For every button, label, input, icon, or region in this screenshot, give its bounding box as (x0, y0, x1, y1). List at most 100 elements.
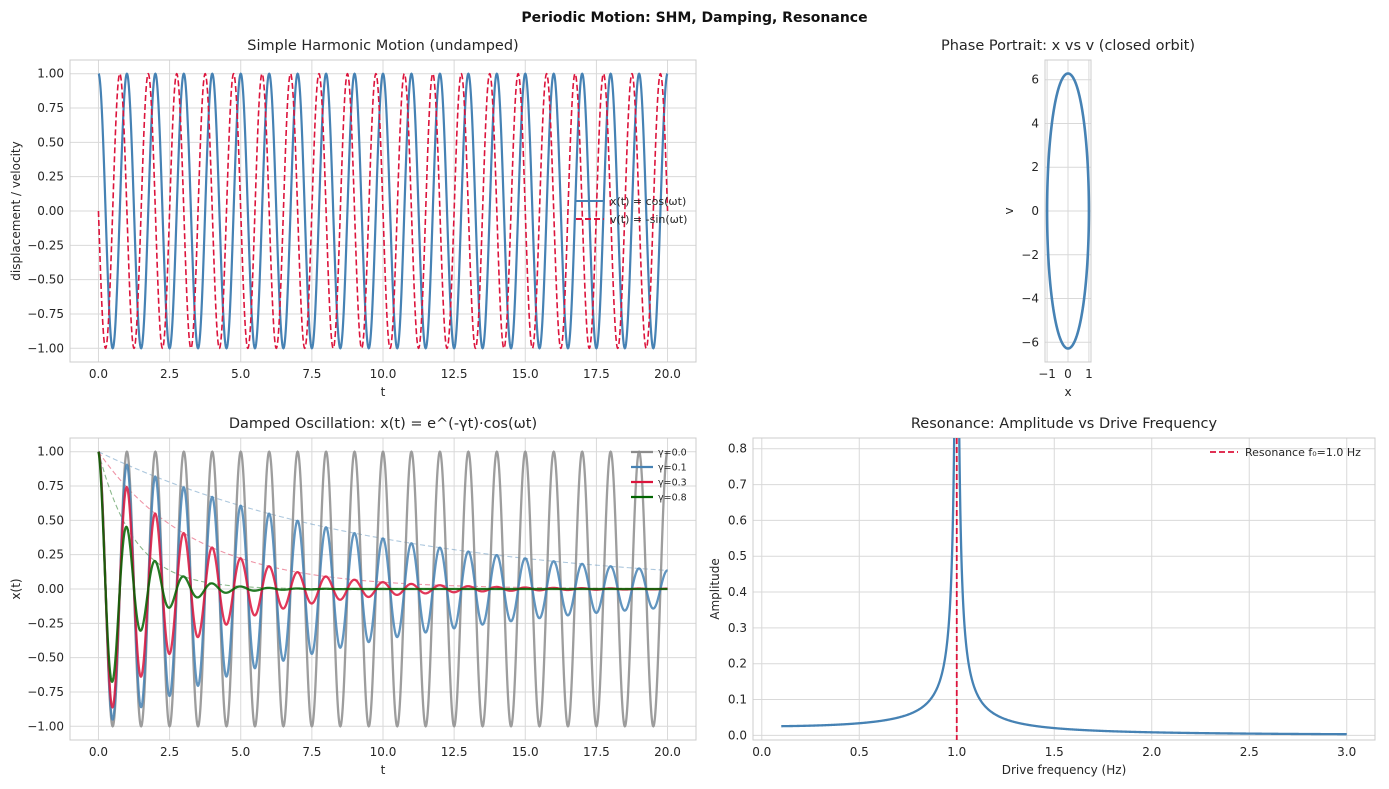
axes-frame (69, 59, 697, 363)
y-tick-label: 0.25 (37, 170, 64, 184)
legend-label: x(t) = cos(ωt) (610, 195, 686, 208)
amplitude-curve (781, 438, 1347, 736)
x-tick-label: 2.5 (160, 745, 179, 759)
y-axis-label: v (1002, 207, 1016, 214)
y-tick-label: 0 (1031, 204, 1039, 218)
panel-title: Phase Portrait: x vs v (closed orbit) (941, 38, 1195, 54)
y-tick-label: 0.4 (728, 585, 747, 599)
panel-title: Resonance: Amplitude vs Drive Frequency (911, 416, 1218, 432)
x-tick-label: 0.0 (752, 745, 771, 759)
y-tick-label: 0.7 (728, 478, 747, 492)
y-axis-label: Amplitude (708, 558, 722, 620)
x-tick-label: 10.0 (370, 367, 397, 381)
panel-resonance: 0.0 0.5 1.0 1.5 2.0 2.5 3.0 0.0 0.1 0.2 0.3 0.4 0.5 0… (708, 416, 1376, 777)
axes-frame (69, 437, 697, 741)
x-tick-label: 1.0 (947, 745, 966, 759)
x-tick-label: 5.0 (231, 745, 250, 759)
x-tick-label: 20.0 (654, 745, 681, 759)
y-tick-label: −0.50 (27, 651, 64, 665)
x-tick-label: 1 (1085, 367, 1093, 381)
y-tick-label: −6 (1021, 335, 1039, 349)
series-line-displacement (97, 72, 669, 350)
legend-label: γ=0.8 (658, 493, 687, 504)
x-tick-label: 10.0 (370, 745, 397, 759)
x-tick-label: −1 (1038, 367, 1056, 381)
y-axis-label: x(t) (9, 578, 23, 599)
x-tick-label: 17.5 (583, 367, 610, 381)
panel-title: Damped Oscillation: x(t) = e^(-γt)·cos(ω… (229, 416, 537, 432)
plot-area (781, 438, 1347, 740)
x-tick-label: 0 (1064, 367, 1072, 381)
y-tick-label: 0.2 (728, 657, 747, 671)
panel-title: Simple Harmonic Motion (undamped) (247, 38, 518, 54)
x-tick-label: 0.5 (850, 745, 869, 759)
axes-frame (752, 437, 1376, 741)
y-tick-label: 4 (1031, 116, 1039, 130)
x-axis-label: t (381, 763, 386, 777)
y-tick-label: −0.50 (27, 273, 64, 287)
x-tick-label: 0.0 (89, 745, 108, 759)
x-tick-label: 17.5 (583, 745, 610, 759)
x-tick-label: 12.5 (441, 367, 468, 381)
plot-area (97, 72, 669, 350)
x-tick-label: 1.5 (1045, 745, 1064, 759)
y-tick-label: 1.00 (37, 67, 64, 81)
figure-title: Periodic Motion: SHM, Damping, Resonance (521, 10, 867, 26)
x-axis-label: x (1064, 385, 1071, 399)
plot-area (1045, 72, 1091, 350)
y-tick-label: 0.1 (728, 693, 747, 707)
y-tick-label: 0.6 (728, 513, 747, 527)
y-tick-label: −2 (1021, 248, 1039, 262)
x-tick-label: 12.5 (441, 745, 468, 759)
y-tick-label: 2 (1031, 160, 1039, 174)
x-tick-label: 5.0 (231, 367, 250, 381)
y-tick-label: −4 (1021, 292, 1039, 306)
x-tick-label: 15.0 (512, 745, 539, 759)
series-line-gamma (97, 451, 668, 683)
x-tick-label: 2.5 (1240, 745, 1259, 759)
y-tick-label: 0.00 (37, 582, 64, 596)
y-tick-label: 0.8 (728, 442, 747, 456)
x-tick-label: 20.0 (654, 367, 681, 381)
y-tick-label: 0.0 (728, 728, 747, 742)
y-tick-label: 6 (1031, 73, 1039, 87)
y-tick-label: 0.25 (37, 548, 64, 562)
phase-orbit (1045, 72, 1091, 350)
legend-label: γ=0.3 (658, 478, 687, 489)
y-tick-label: −0.25 (27, 616, 64, 630)
x-tick-label: 7.5 (302, 745, 321, 759)
y-tick-label: 0.75 (37, 479, 64, 493)
y-tick-label: −1.00 (27, 719, 64, 733)
y-tick-label: 0.3 (728, 621, 747, 635)
series-line-gamma (97, 451, 668, 721)
y-tick-label: 1.00 (37, 445, 64, 459)
x-tick-label: 2.5 (160, 367, 179, 381)
x-tick-label: 0.0 (89, 367, 108, 381)
y-tick-label: −0.75 (27, 307, 64, 321)
panel-shm: 0.0 2.5 5.0 7.5 10.0 12.5 15.0 17.5 20.0 −1.00 −0.… (9, 38, 697, 399)
axes-frame (1044, 59, 1092, 363)
x-axis-label: t (381, 385, 386, 399)
x-tick-label: 15.0 (512, 367, 539, 381)
y-tick-label: 0.50 (37, 513, 64, 527)
plot-area (97, 450, 669, 728)
legend-label: Resonance f₀=1.0 Hz (1245, 446, 1361, 459)
y-tick-label: 0.5 (728, 549, 747, 563)
y-tick-label: 0.50 (37, 135, 64, 149)
x-tick-label: 7.5 (302, 367, 321, 381)
x-axis-label: Drive frequency (Hz) (1002, 763, 1127, 777)
y-axis-label: displacement / velocity (9, 141, 23, 280)
y-tick-label: −0.25 (27, 238, 64, 252)
y-tick-label: −0.75 (27, 685, 64, 699)
legend-label: v(t) = -sin(ωt) (610, 213, 687, 226)
y-tick-label: 0.75 (37, 101, 64, 115)
panel-damped: 0.0 2.5 5.0 7.5 10.0 12.5 15.0 17.5 20.0 −1.00 −0.… (9, 416, 697, 777)
series-line-velocity (97, 72, 669, 350)
x-tick-label: 2.0 (1142, 745, 1161, 759)
x-tick-label: 3.0 (1337, 745, 1356, 759)
y-tick-label: 0.00 (37, 204, 64, 218)
legend-label: γ=0.0 (658, 448, 687, 459)
legend-label: γ=0.1 (658, 463, 687, 474)
